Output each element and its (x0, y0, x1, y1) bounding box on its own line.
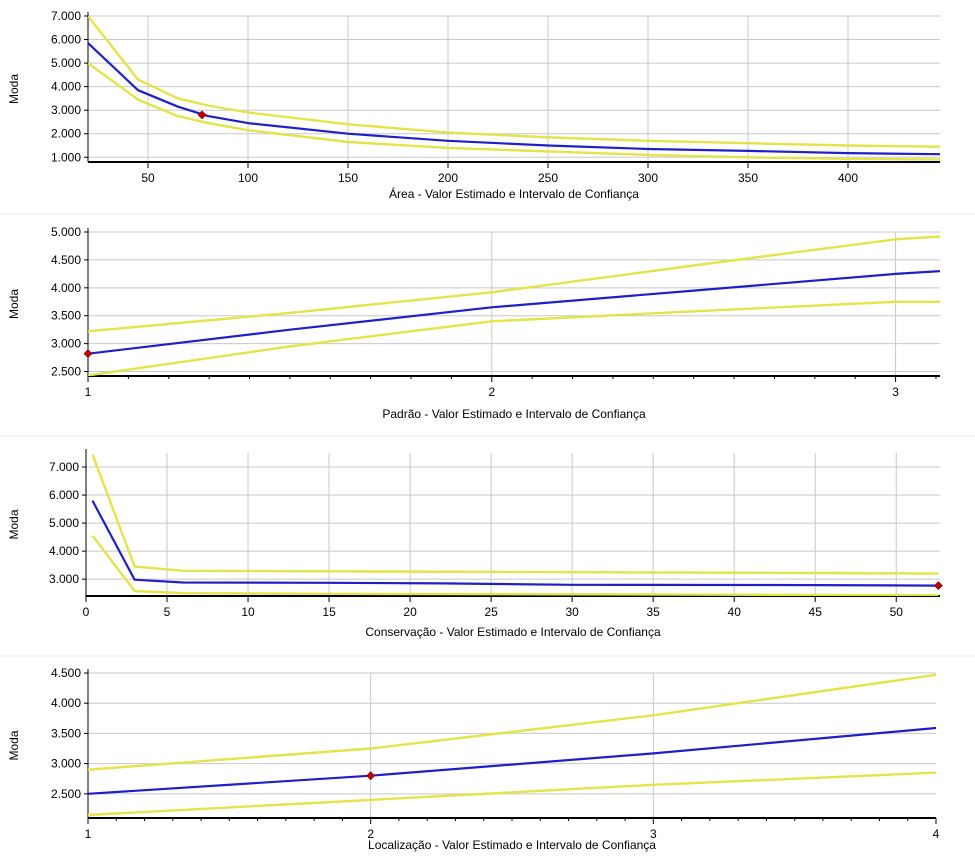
y-tick-label: 3.500 (51, 309, 81, 323)
x-tick-label: 150 (338, 171, 358, 185)
upper-confidence-line (88, 235, 940, 333)
current-value-marker (197, 110, 207, 120)
x-tick-label: 20 (403, 605, 417, 619)
y-tick-label: 7.000 (49, 460, 79, 474)
y-tick-label: 2.500 (51, 787, 81, 801)
x-tick-label: 2 (367, 827, 374, 841)
chart-panel-2: 2.500 3.000 3.500 4.000 4.500 5.000 1 2 3 Padrão … (0, 213, 975, 421)
x-tick-label: 400 (838, 171, 858, 185)
x-tick-label: 100 (238, 171, 258, 185)
x-tick-label: 3 (650, 827, 657, 841)
upper-confidence-line (88, 16, 940, 148)
y-tick-label: 4.000 (51, 696, 81, 710)
x-tick-label: 45 (809, 605, 823, 619)
lower-confidence-line (88, 62, 940, 161)
x-tick-label: 350 (738, 171, 758, 185)
y-tick-label: 3.500 (51, 726, 81, 740)
x-tick-label: 35 (646, 605, 660, 619)
x-tick-label: 1 (85, 385, 92, 399)
x-tick-label: 250 (538, 171, 558, 185)
y-tick-label: 3.000 (51, 103, 81, 117)
x-tick-label: 1 (85, 827, 92, 841)
x-tick-label: 25 (484, 605, 498, 619)
y-tick-label: 3.000 (51, 337, 81, 351)
series-group (88, 16, 940, 161)
lower-confidence-line (88, 771, 936, 817)
x-tick-label: 300 (638, 171, 658, 185)
y-axis-title: Moda (7, 730, 21, 760)
x-axis-title: Localização - Valor Estimado e Intervalo… (368, 838, 656, 852)
current-value-marker (83, 349, 93, 359)
x-tick-label: 4 (933, 827, 940, 841)
series-group (91, 453, 939, 596)
y-tick-label: 4.000 (51, 80, 81, 94)
y-tick-label: 6.000 (49, 488, 79, 502)
chart-panel-4: 2.500 3.000 3.500 4.000 4.500 1 2 3 4 Localização… (0, 655, 975, 852)
y-axis-title: Moda (7, 74, 21, 104)
y-tick-label: 4.000 (51, 281, 81, 295)
estimate-line (88, 726, 936, 795)
x-tick-label: 30 (565, 605, 579, 619)
lower-confidence-line (88, 300, 940, 376)
x-tick-label: 0 (83, 605, 90, 619)
y-tick-label: 3.000 (51, 757, 81, 771)
y-tick-label: 7.000 (51, 9, 81, 23)
lower-confidence-line (91, 534, 939, 596)
estimate-line (88, 270, 940, 355)
estimate-line (91, 500, 939, 587)
x-tick-label: 200 (438, 171, 458, 185)
x-axis-title: Padrão - Valor Estimado e Intervalo de C… (382, 407, 646, 421)
y-tick-label: 4.500 (51, 253, 81, 267)
series-group (88, 673, 936, 817)
y-tick-label: 3.000 (49, 572, 79, 586)
y-tick-label: 4.000 (49, 544, 79, 558)
y-tick-label: 2.000 (51, 127, 81, 141)
current-value-marker (933, 581, 943, 591)
y-tick-label: 4.500 (51, 666, 81, 680)
x-tick-label: 50 (890, 605, 904, 619)
y-axis-title: Moda (7, 289, 21, 319)
x-axis-title: Área - Valor Estimado e Intervalo de Con… (389, 186, 639, 201)
upper-confidence-line (91, 453, 939, 575)
y-tick-label: 5.000 (49, 516, 79, 530)
x-tick-label: 3 (892, 385, 899, 399)
y-tick-label: 1.000 (51, 150, 81, 164)
x-axis-title: Conservação - Valor Estimado e Intervalo… (365, 625, 661, 639)
y-tick-label: 5.000 (51, 225, 81, 239)
current-value-marker (366, 771, 376, 781)
x-tick-label: 2 (488, 385, 495, 399)
x-tick-label: 15 (322, 605, 336, 619)
series-group (88, 235, 940, 376)
upper-confidence-line (88, 673, 936, 771)
y-tick-label: 2.500 (51, 365, 81, 379)
chart-panel-1: 1.000 2.000 3.000 4.000 5.000 6.000 7.000 50 100… (7, 9, 940, 201)
x-tick-label: 40 (728, 605, 742, 619)
x-tick-label: 5 (164, 605, 171, 619)
y-tick-label: 5.000 (51, 56, 81, 70)
estimate-line (88, 42, 940, 156)
y-tick-label: 6.000 (51, 33, 81, 47)
y-axis-title: Moda (7, 509, 21, 539)
x-tick-label: 50 (141, 171, 155, 185)
x-tick-label: 10 (241, 605, 255, 619)
chart-panel-3: 3.000 4.000 5.000 6.000 7.000 0 5 10 15 20 25 30 35 4… (0, 435, 975, 639)
